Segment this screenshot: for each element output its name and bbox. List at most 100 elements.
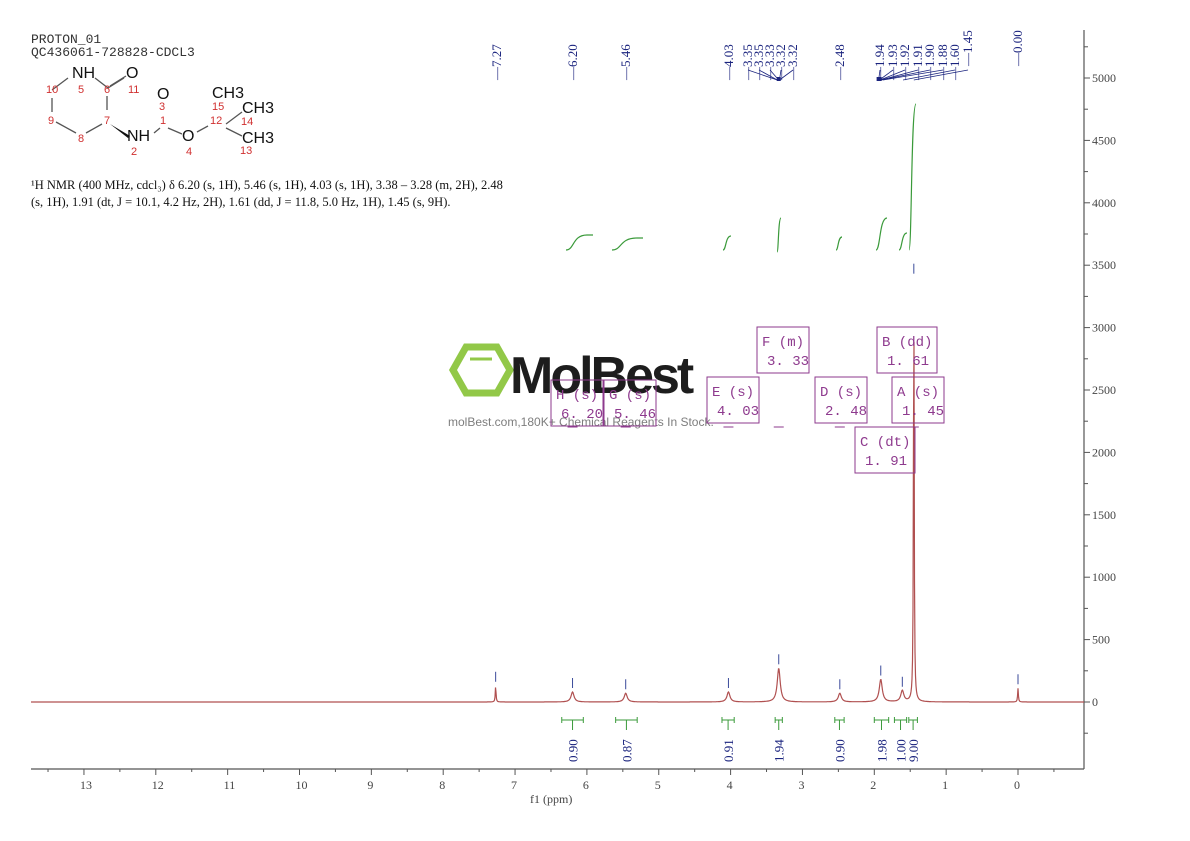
y-tick-label: 4000	[1092, 196, 1116, 210]
multiplet-box-h: H (s) 6. 20	[550, 379, 604, 428]
peak-label: —7.27	[489, 44, 504, 81]
x-tick-label: 5	[655, 778, 661, 792]
svg-text:3. 33: 3. 33	[767, 354, 809, 370]
x-tick-label: 13	[80, 778, 92, 792]
peak-label: —3.35	[740, 44, 755, 81]
svg-text:5. 46: 5. 46	[614, 407, 656, 423]
multiplet-boxes: H (s) 6. 20 G (s) 5. 46 E (s) 4. 03 F (m) 3. 33…	[550, 326, 945, 474]
x-tick-label: 4	[727, 778, 733, 792]
x-tick-label: 0	[1014, 778, 1020, 792]
atom-number: 7	[104, 115, 110, 127]
svg-text:D (s): D (s)	[820, 385, 862, 401]
atom-number: 4	[186, 146, 192, 158]
peak-label: —1.45	[960, 30, 975, 67]
nmr-description-line2: (s, 1H), 1.91 (dt, J = 10.1, 4.2 Hz, 2H)…	[31, 195, 451, 209]
atom-o-11: O	[126, 65, 138, 82]
multiplet-box-e: E (s) 4. 03	[706, 376, 760, 428]
atom-o-4: O	[182, 128, 194, 145]
atom-number: 14	[241, 116, 253, 128]
atom-number: 2	[131, 146, 137, 158]
svg-text:6. 20: 6. 20	[561, 407, 603, 423]
x-tick-label: 1	[942, 778, 948, 792]
x-axis-label: f1 (ppm)	[530, 792, 572, 806]
atom-number: 11	[128, 84, 139, 96]
atom-ch3-15: CH3	[212, 85, 244, 102]
integral-value: 0.90	[566, 739, 581, 762]
atom-nh-5: NH	[72, 65, 95, 82]
atom-number: 12	[210, 115, 222, 127]
multiplet-box-b: B (dd) 1. 61	[876, 326, 938, 428]
svg-text:C (dt): C (dt)	[860, 435, 910, 451]
peak-label: —1.94	[872, 44, 887, 81]
nmr-description-line1: ¹H NMR (400 MHz, cdcl₃) δ 6.20 (s, 1H), …	[31, 178, 503, 192]
y-tick-label: 3500	[1092, 258, 1116, 272]
multiplet-box-a: A (s) 1. 45	[891, 376, 945, 428]
multiplet-box-f: F (m) 3. 33	[756, 326, 810, 428]
svg-text:2. 48: 2. 48	[825, 404, 867, 420]
integral-value: 1.98	[874, 739, 889, 762]
integral-value: 0.90	[832, 739, 847, 762]
svg-text:A (s): A (s)	[897, 385, 939, 401]
y-axis-ticks: 0 500 1000 1500 2000 2500 3000 3500 4000 4500 5000	[1084, 46, 1116, 734]
svg-text:4. 03: 4. 03	[717, 404, 759, 420]
y-tick-label: 2500	[1092, 383, 1116, 397]
peak-label: —0.00	[1010, 30, 1025, 67]
peak-label: —3.32	[785, 44, 800, 81]
atom-number: 9	[48, 115, 54, 127]
x-tick-label: 7	[511, 778, 517, 792]
atom-ch3-13: CH3	[242, 130, 274, 147]
peak-label: —4.03	[721, 44, 736, 81]
y-tick-label: 0	[1092, 695, 1098, 709]
y-tick-label: 1500	[1092, 508, 1116, 522]
integral-value: 0.91	[721, 739, 736, 762]
peak-labels: —7.27 —6.20 —5.46 —4.03 —3.35—3.35—3.33—3.32…	[489, 30, 1025, 81]
x-tick-label: 12	[152, 778, 164, 792]
multiplet-box-d: D (s) 2. 48	[814, 376, 868, 428]
integral-value: 0.87	[619, 739, 634, 762]
y-tick-label: 500	[1092, 633, 1110, 647]
svg-text:H (s): H (s)	[556, 388, 598, 404]
svg-text:1. 61: 1. 61	[887, 354, 929, 370]
peak-label: —3.33	[762, 44, 777, 81]
chemical-structure: NH O O NH O CH3 CH3 CH3 5 11 3 2 4 15 14…	[46, 65, 274, 158]
peak-label: —2.48	[832, 44, 847, 81]
x-tick-label: 10	[296, 778, 308, 792]
svg-text:E (s): E (s)	[712, 385, 754, 401]
integral-value: 1.00	[894, 739, 909, 762]
peak-markers	[495, 263, 1019, 690]
svg-text:B (dd): B (dd)	[882, 335, 932, 351]
integral-curves	[565, 103, 917, 253]
atom-number: 15	[212, 101, 224, 113]
atom-number: 10	[46, 84, 58, 96]
svg-text:F (m): F (m)	[762, 335, 804, 351]
atom-number: 8	[78, 133, 84, 145]
y-tick-label: 2000	[1092, 445, 1116, 459]
x-tick-label: 8	[439, 778, 445, 792]
y-tick-label: 1000	[1092, 570, 1116, 584]
watermark-logo-text: MolBest	[510, 347, 694, 405]
peak-label: —3.32	[773, 44, 788, 81]
y-tick-label: 3000	[1092, 321, 1116, 335]
x-tick-label: 3	[798, 778, 804, 792]
atom-o-3: O	[157, 86, 169, 103]
x-tick-label: 2	[870, 778, 876, 792]
peak-label: —1.93	[885, 44, 900, 81]
atom-number: 13	[240, 145, 252, 157]
spectrum-title-line1: PROTON_01	[31, 32, 102, 47]
atom-number: 6	[104, 84, 110, 96]
atom-number: 1	[160, 115, 166, 127]
spectrum-trace	[31, 341, 1084, 703]
peak-label: —6.20	[565, 44, 580, 81]
x-tick-label: 6	[583, 778, 589, 792]
nmr-description: ¹H NMR (400 MHz, cdcl₃) δ 6.20 (s, 1H), …	[31, 177, 591, 211]
integral-value: 9.00	[906, 739, 921, 762]
svg-text:G (s): G (s)	[609, 388, 651, 404]
atom-nh-2: NH	[127, 128, 150, 145]
spectrum-title-line2: QC436061-728828-CDCL3	[31, 45, 195, 60]
atom-number: 3	[159, 101, 165, 113]
svg-text:1. 45: 1. 45	[902, 404, 944, 420]
svg-text:1. 91: 1. 91	[865, 454, 907, 470]
x-tick-label: 9	[367, 778, 373, 792]
multiplet-box-g: G (s) 5. 46	[603, 379, 657, 428]
